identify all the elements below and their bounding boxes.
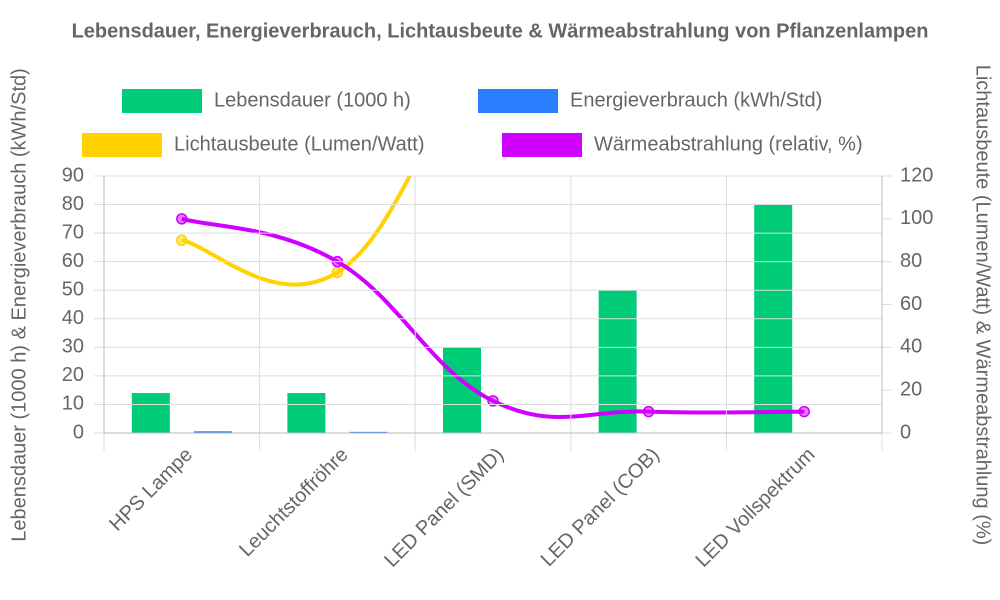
legend-label: Wärmeabstrahlung (relativ, %) [594,133,863,155]
y-tick-label: 50 [62,279,84,301]
y2-tick-label: 120 [900,164,933,186]
plot-area [131,0,855,433]
y2-tick-label: 20 [900,378,922,400]
x-tick-label: HPS Lampe [105,444,197,536]
point [642,405,655,418]
legend-label: Lebensdauer (1000 h) [214,89,411,111]
y2-axis-title: Lichtausbeute (Lumen/Watt) & Wärmeabstra… [972,65,994,546]
y-tick-label: 80 [62,193,84,215]
chart-title: Lebensdauer, Energieverbrauch, Lichtausb… [72,20,929,42]
x-tick-label: LED Vollspektrum [692,444,820,572]
line [181,176,412,287]
point [176,213,188,225]
y-axis-title: Lebensdauer (1000 h) & Energieverbrauch … [8,68,30,542]
point [488,43,498,53]
point [644,0,654,10]
y-tick-label: 30 [62,336,84,358]
y-tick-label: 70 [62,221,84,243]
point [487,395,499,407]
bar [287,393,326,433]
bar [131,393,170,433]
y-tick-label: 40 [62,307,84,329]
legend-label: Energieverbrauch (kWh/Std) [570,89,822,111]
x-tick-label: LED Panel (SMD) [380,444,508,572]
y2-tick-label: 80 [900,250,922,272]
line [181,216,805,420]
x-tick-label: LED Panel (COB) [537,444,664,571]
point [176,234,188,246]
y2-tick-label: 0 [900,421,911,443]
legend-swatch [82,133,162,157]
bar [349,431,388,433]
y2-tick-label: 40 [900,336,922,358]
y2-tick-label: 100 [900,207,933,229]
point [331,266,344,279]
y2-tick-label: 60 [900,293,922,315]
y-tick-label: 90 [62,164,84,186]
legend-swatch [478,89,558,113]
legend-label: Lichtausbeute (Lumen/Watt) [174,133,425,155]
x-tick-label: Leuchtstoffröhre [235,444,353,562]
y-tick-label: 0 [73,421,84,443]
y-tick-label: 60 [62,250,84,272]
legend-swatch [122,89,202,113]
legend-swatch [502,133,582,157]
y-tick-label: 10 [62,393,84,415]
point [798,405,810,418]
y-tick-label: 20 [62,364,84,386]
bar [193,431,232,433]
bar [598,290,637,433]
